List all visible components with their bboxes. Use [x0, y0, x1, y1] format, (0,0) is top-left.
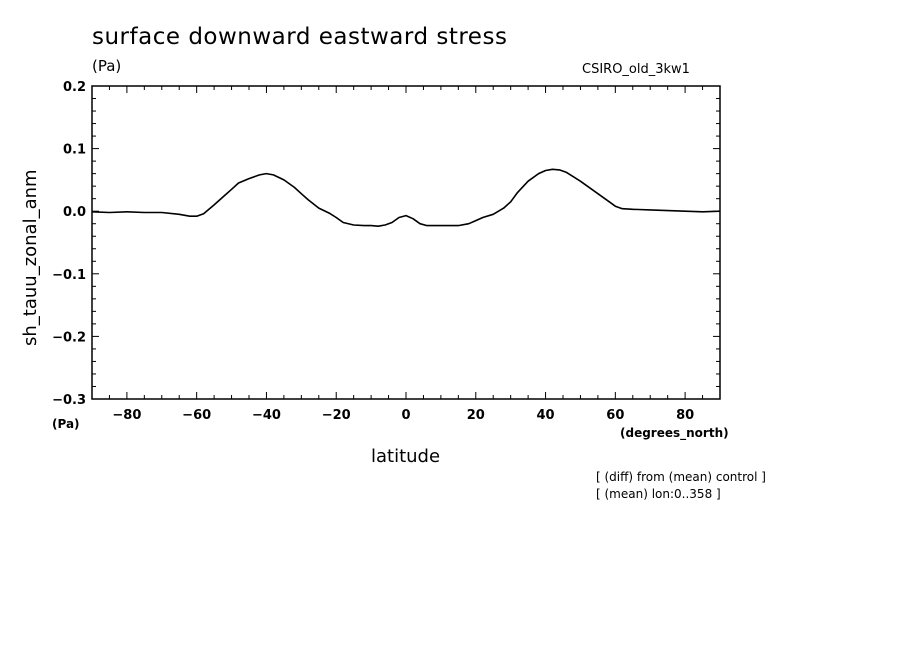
- y-tick-label: 0.2: [63, 80, 86, 95]
- x-tick-label: −80: [112, 408, 141, 423]
- y-tick-label: −0.3: [52, 393, 86, 408]
- x-tick-label: 40: [537, 408, 555, 423]
- x-axis-label: latitude: [371, 446, 441, 467]
- y-tick-label: −0.2: [52, 330, 86, 345]
- x-tick-label: 20: [467, 408, 485, 423]
- x-axis-units: (degrees_north): [620, 426, 729, 440]
- chart-title: surface downward eastward stress: [92, 24, 508, 50]
- x-tick-label: 80: [676, 408, 694, 423]
- series-line: [91, 168, 721, 227]
- note-diff: [ (diff) from (mean) control ]: [596, 470, 766, 484]
- y-tick-label: −0.1: [52, 268, 86, 283]
- x-tick-label: −40: [252, 408, 281, 423]
- x-tick-label: 0: [401, 408, 410, 423]
- x-tick-label: −60: [182, 408, 211, 423]
- note-mean: [ (mean) lon:0..358 ]: [596, 487, 721, 501]
- plot-frame: [91, 85, 721, 400]
- y-axis-units: (Pa): [52, 417, 80, 431]
- y-tick-label: 0.0: [63, 205, 86, 220]
- title-units: (Pa): [92, 57, 122, 75]
- y-tick-label: 0.1: [63, 143, 86, 158]
- axis-ticks: [91, 85, 721, 400]
- x-tick-label: 60: [606, 408, 624, 423]
- tick-labels: −80 −60 −40 −20 0 20 40 60 80 0.2 0.1 0.0 −0.1 −0.2 −0…: [52, 80, 694, 423]
- x-tick-label: −20: [322, 408, 351, 423]
- model-name: CSIRO_old_3kw1: [582, 62, 690, 77]
